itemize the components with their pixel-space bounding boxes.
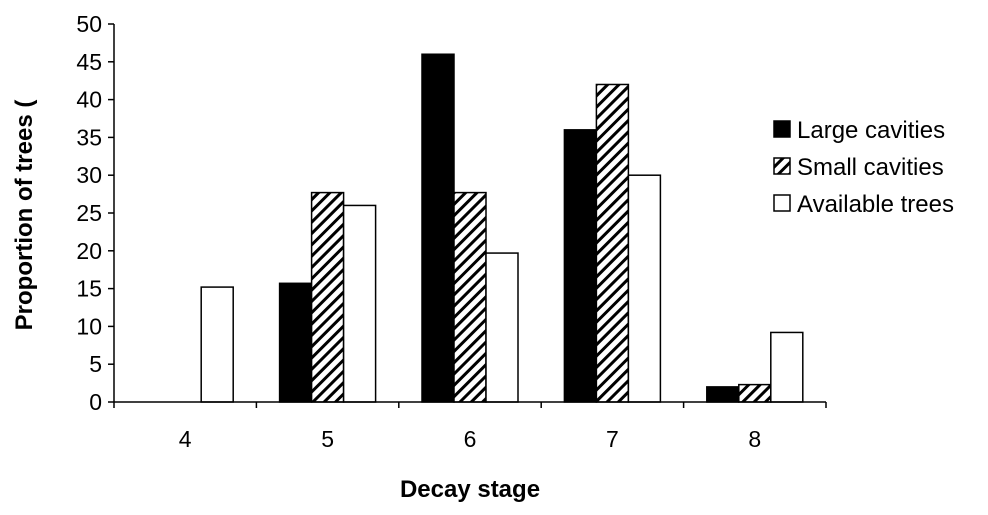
bar-small-cavities-6	[453, 191, 487, 403]
y-tick-label: 10	[76, 313, 102, 339]
legend: Large cavities Small cavities Available tr…	[763, 112, 988, 218]
bar-available-trees-6	[485, 252, 519, 403]
bar-large-cavities-5	[278, 282, 313, 403]
bar-small-cavities-7	[595, 83, 630, 403]
x-tick-label: 7	[606, 426, 619, 452]
y-tick-label: 0	[89, 389, 102, 415]
bar-small-cavities-5	[310, 191, 345, 403]
y-tick-label: 30	[76, 162, 102, 188]
bar-large-cavities-7	[563, 129, 598, 403]
bar-available-trees-8	[770, 331, 804, 403]
bar-small-cavities-8	[738, 383, 772, 403]
x-tick-label: 4	[179, 426, 192, 452]
y-tick-label: 20	[76, 238, 102, 264]
y-tick-label: 5	[89, 351, 102, 377]
bar-available-trees-4	[200, 286, 234, 403]
legend-label: Available trees	[797, 191, 954, 218]
bar-available-trees-5	[342, 204, 377, 403]
y-tick-label: 45	[76, 49, 102, 75]
legend-swatch-large-cavities	[773, 120, 791, 138]
bars-group	[200, 53, 804, 403]
legend-swatch-available-trees	[773, 194, 791, 212]
legend-box	[763, 112, 988, 214]
y-tick-label: 25	[76, 200, 102, 226]
y-tick-label: 40	[76, 87, 102, 113]
y-axis-title: Proportion of trees (	[11, 100, 38, 331]
bar-large-cavities-6	[421, 53, 455, 403]
bar-large-cavities-8	[706, 386, 740, 403]
x-tick-label: 8	[748, 426, 761, 452]
y-tick-label: 35	[76, 124, 102, 150]
y-tick-label: 50	[76, 11, 102, 37]
bar-available-trees-7	[627, 174, 662, 403]
x-tick-label: 5	[321, 426, 334, 452]
x-tick-label: 6	[464, 426, 477, 452]
legend-swatch-small-cavities	[773, 157, 791, 175]
legend-label: Large cavities	[797, 117, 945, 144]
y-tick-label: 15	[76, 276, 102, 302]
x-axis-title: Decay stage	[400, 476, 540, 503]
legend-label: Small cavities	[797, 154, 944, 181]
